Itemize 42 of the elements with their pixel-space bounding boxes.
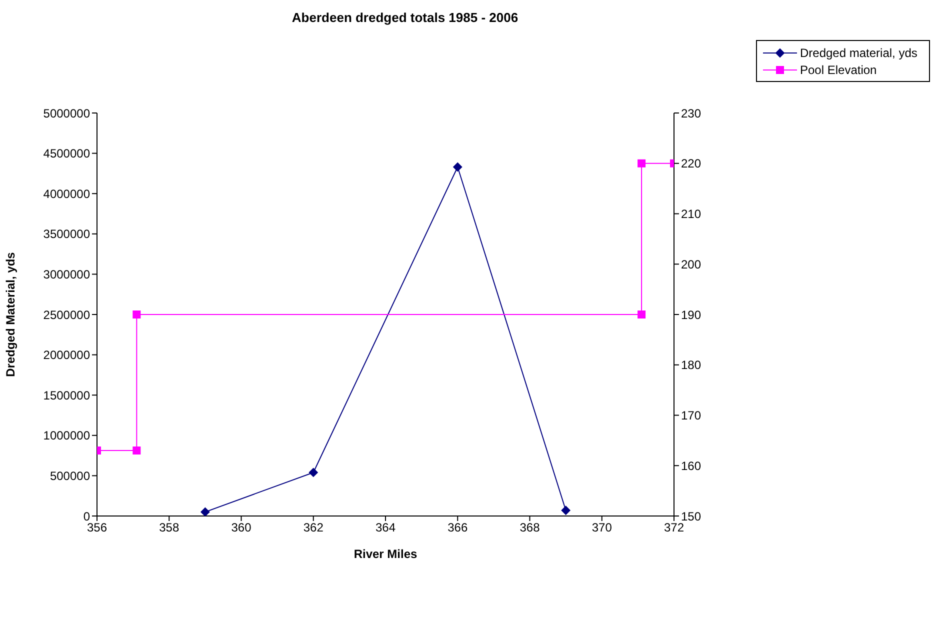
y2-tick-label: 190	[681, 308, 702, 322]
point	[132, 446, 141, 455]
y-tick-label: 2000000	[43, 348, 90, 362]
x-tick-label: 370	[592, 520, 612, 535]
y2-tick-label: 170	[681, 408, 702, 423]
y2-tick-label: 210	[681, 207, 702, 222]
legend-label: Dredged material, yds	[800, 46, 918, 60]
y2-tick-label: 200	[681, 257, 702, 272]
point	[308, 468, 318, 477]
y-tick-label: 1000000	[43, 428, 90, 443]
y2-tick-label: 180	[681, 358, 702, 372]
y-axis-title: Dredged Material, yds	[3, 252, 18, 377]
y2-tick-label: 150	[681, 509, 702, 524]
point	[200, 507, 210, 516]
point	[132, 310, 141, 318]
y2-tick-label: 160	[681, 458, 702, 473]
x-tick-label: 362	[303, 520, 324, 535]
x-tick-label: 364	[375, 520, 396, 535]
x-tick-label: 368	[520, 520, 540, 535]
y-tick-label: 3000000	[43, 267, 90, 282]
x-tick-label: 372	[664, 520, 684, 535]
legend-label: Pool Elevation	[800, 62, 877, 76]
y2-tick-label: 220	[681, 156, 702, 171]
chart-title: Aberdeen dredged totals 1985 - 2006	[290, 10, 520, 25]
y-tick-label: 500000	[50, 468, 90, 483]
y-tick-label: 1500000	[43, 388, 90, 402]
y-tick-label: 4000000	[43, 186, 90, 201]
y-tick-label: 5000000	[43, 106, 90, 120]
x-tick-label: 360	[231, 520, 252, 535]
y-tick-label: 3500000	[43, 227, 90, 242]
point	[638, 159, 646, 168]
point	[561, 506, 570, 515]
point	[453, 162, 462, 172]
y-tick-label: 2500000	[43, 308, 90, 322]
y-tick-label: 0	[83, 509, 90, 524]
y2-tick-label: 230	[681, 106, 702, 120]
point	[638, 310, 646, 318]
x-tick-label: 366	[448, 520, 468, 535]
x-tick-label: 356	[86, 520, 108, 535]
x-tick-label: 358	[159, 520, 180, 535]
x-axis-title: River Miles	[354, 547, 418, 561]
y-tick-label: 4500000	[43, 146, 90, 161]
